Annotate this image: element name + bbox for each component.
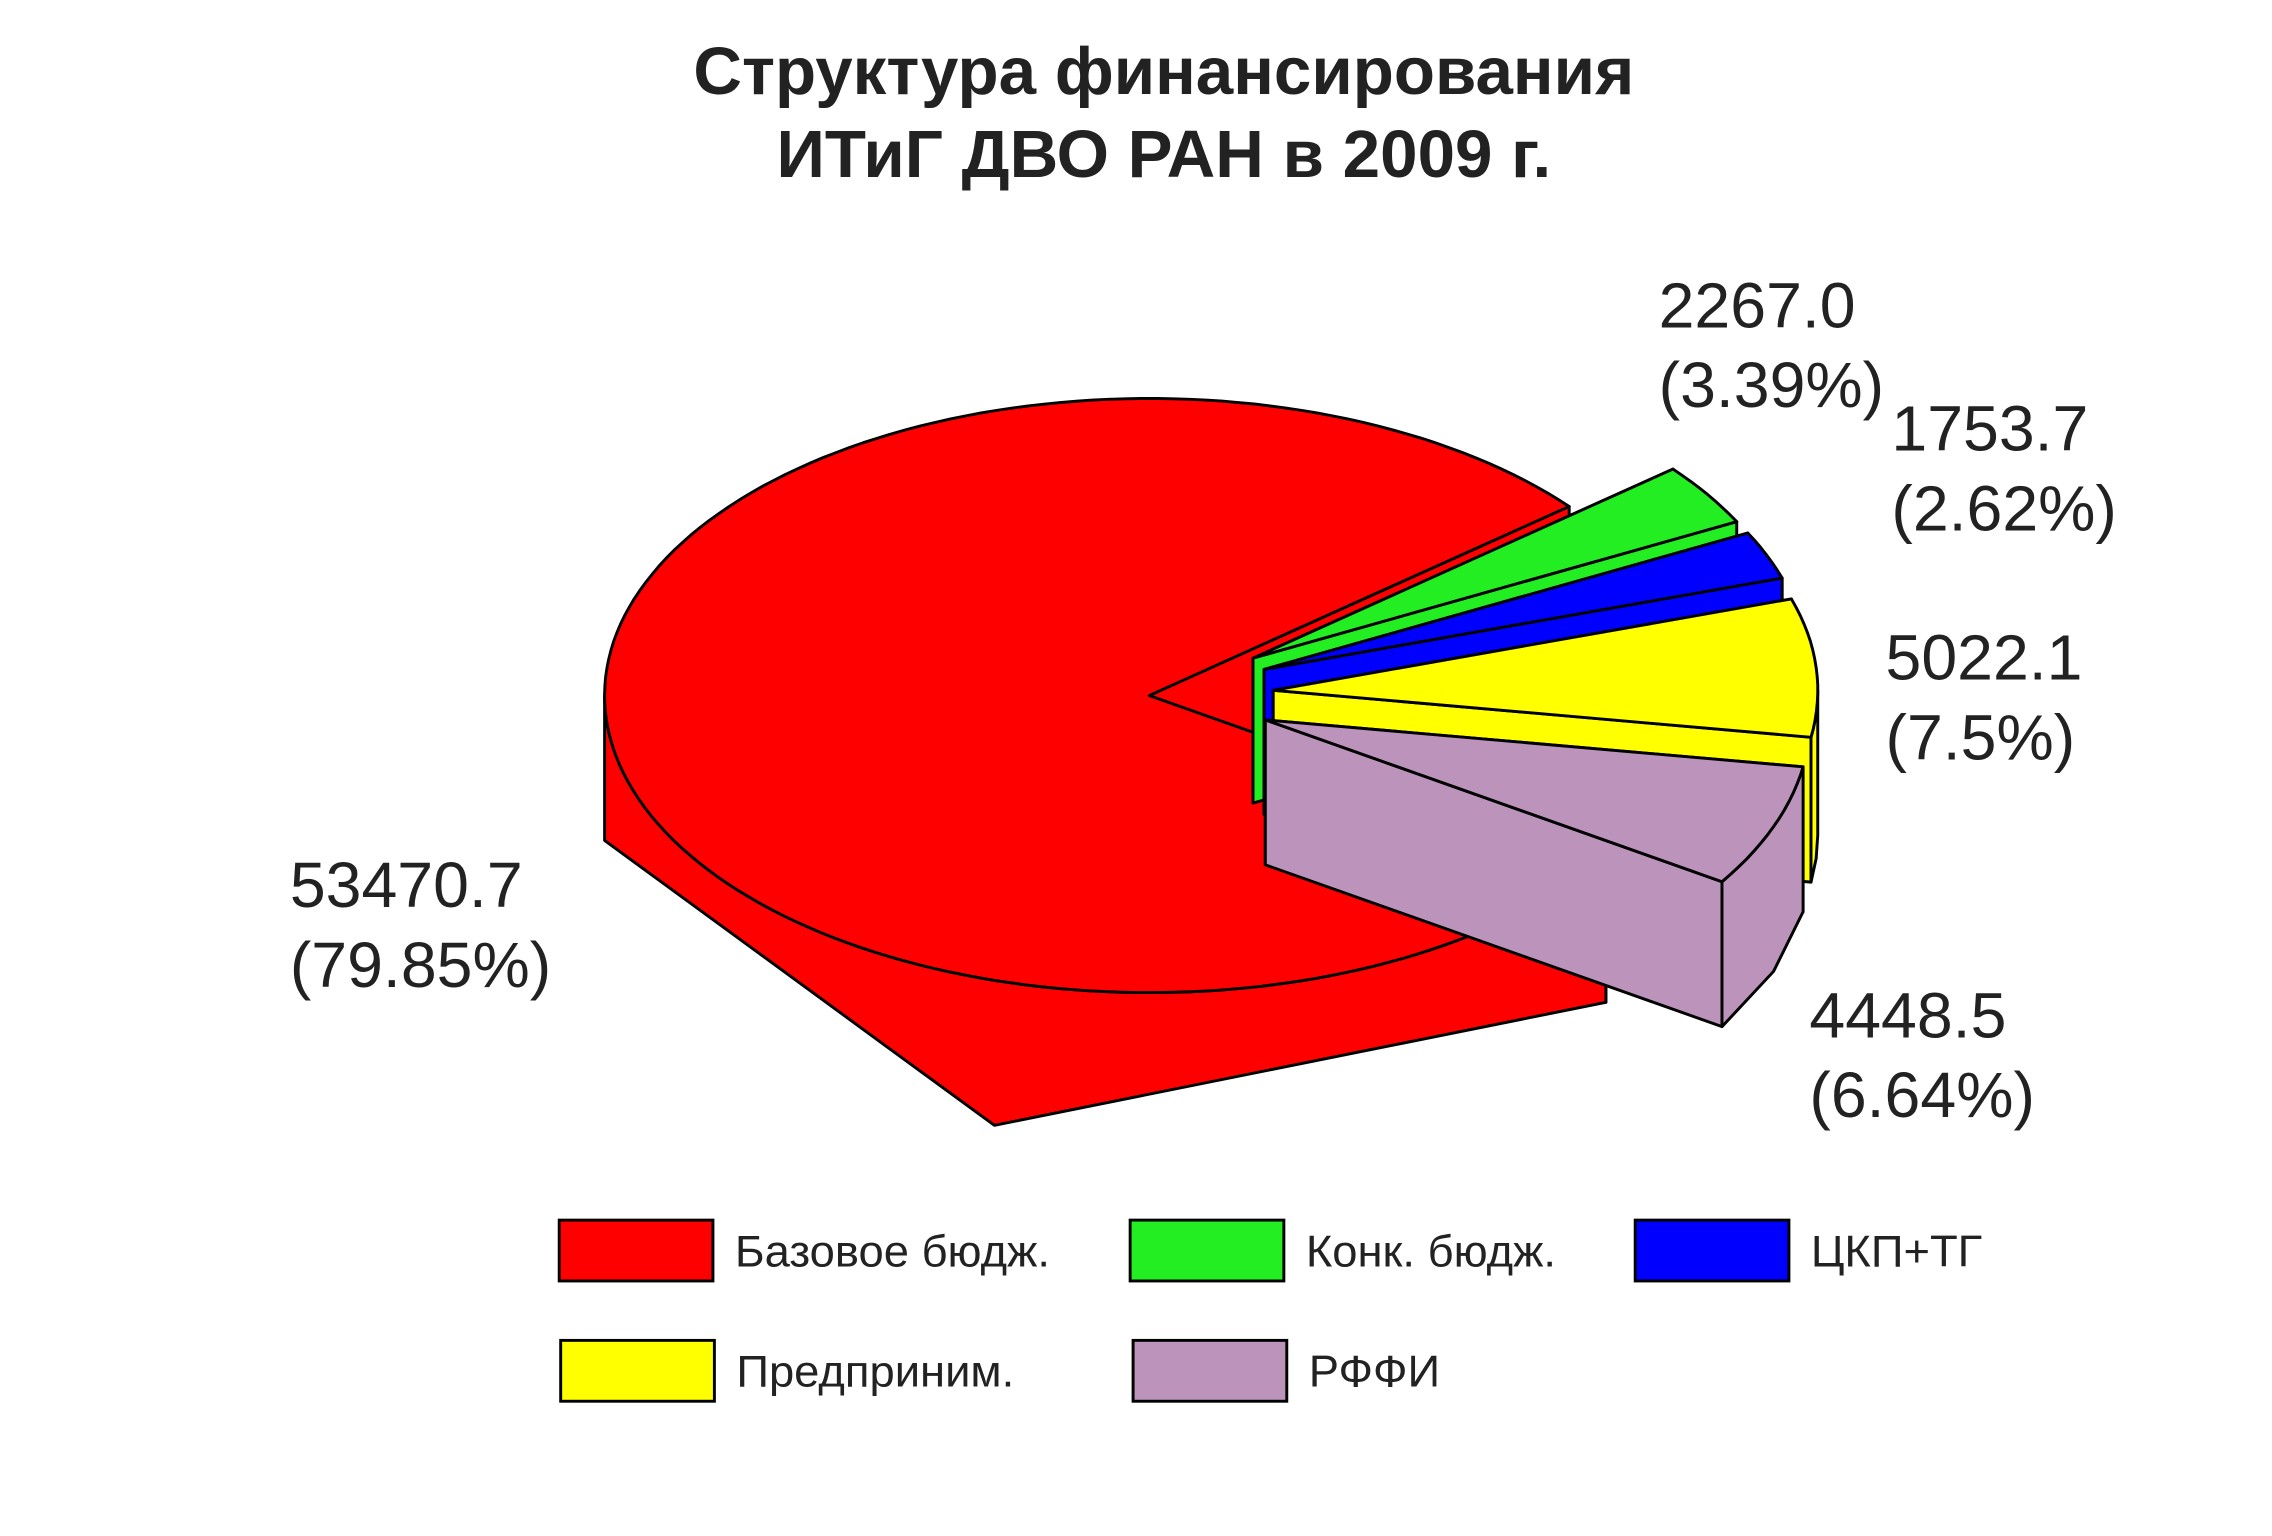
legend-label: Предприним. <box>736 1346 1014 1397</box>
legend-swatch <box>1128 1218 1286 1283</box>
slice <box>1271 597 1820 739</box>
value-label: 5022.1 <box>1886 622 2083 694</box>
legend-swatch <box>557 1218 715 1283</box>
percent-label: (79.85%) <box>290 929 551 1001</box>
percent-label: (2.62%) <box>1891 473 2117 545</box>
value-label: 53470.7 <box>290 849 523 921</box>
slice <box>1251 467 1739 660</box>
legend-label: Конк. бюдж. <box>1306 1226 1556 1277</box>
legend-swatch <box>1633 1218 1791 1283</box>
legend-label: Базовое бюдж. <box>735 1226 1050 1277</box>
legend-label: РФФИ <box>1309 1346 1440 1397</box>
slice <box>1263 718 1805 884</box>
chart-title: Структура финансирования <box>693 34 1634 109</box>
value-label: 4448.5 <box>1809 980 2006 1052</box>
legend-label: ЦКП+ТГ <box>1811 1226 1982 1277</box>
value-label: 2267.0 <box>1659 270 1856 342</box>
chart-title: ИТиГ ДВО РАН в 2009 г. <box>776 117 1551 192</box>
percent-label: (3.39%) <box>1659 349 1885 421</box>
legend-swatch <box>1131 1338 1289 1403</box>
slice <box>1262 531 1784 671</box>
percent-label: (6.64%) <box>1809 1060 2035 1132</box>
value-label: 1753.7 <box>1891 393 2088 465</box>
percent-label: (7.5%) <box>1886 702 2076 774</box>
legend-swatch <box>559 1338 716 1403</box>
